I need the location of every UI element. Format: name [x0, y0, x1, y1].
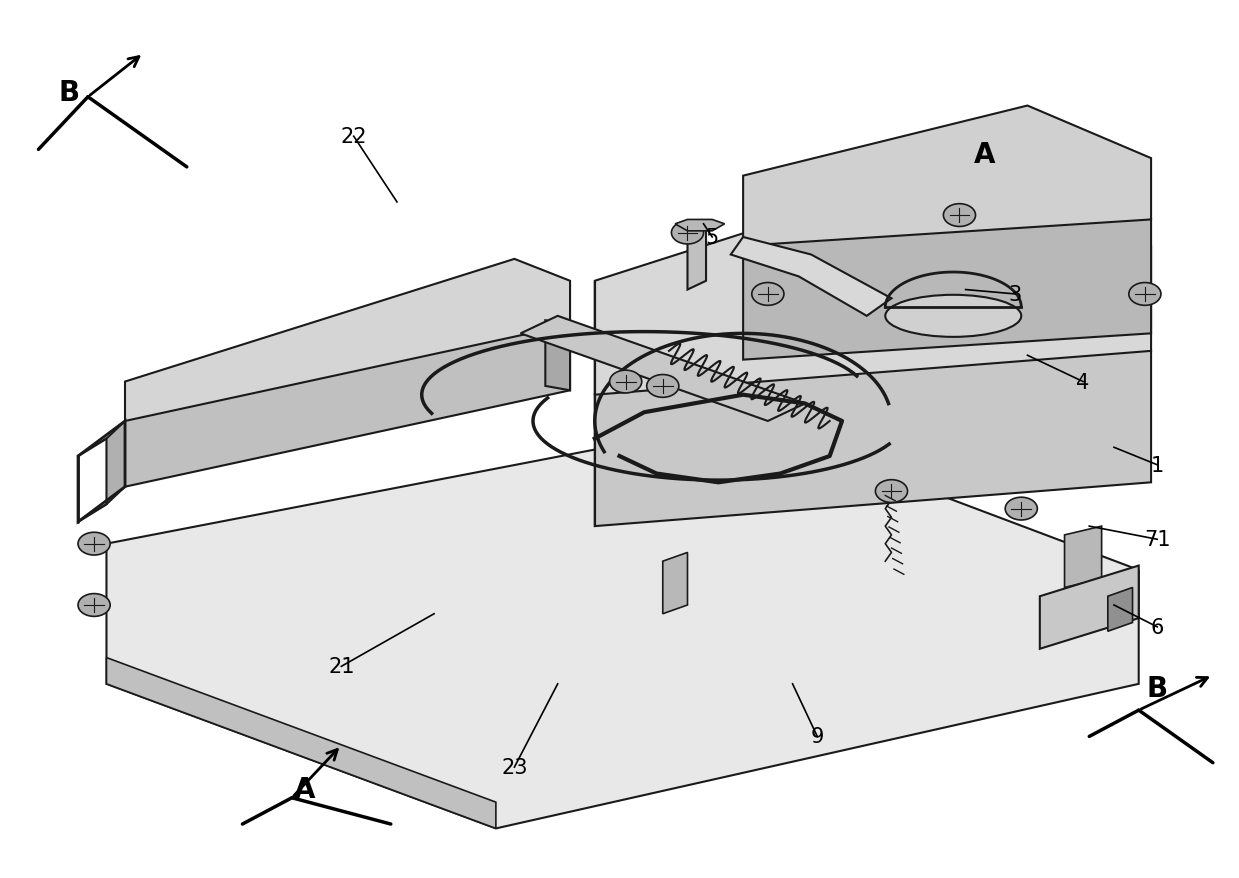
Polygon shape — [125, 260, 570, 439]
Circle shape — [647, 375, 679, 398]
Text: B: B — [1146, 674, 1168, 702]
Text: 3: 3 — [1009, 284, 1022, 305]
Polygon shape — [520, 316, 805, 421]
Polygon shape — [663, 553, 688, 614]
Polygon shape — [1064, 527, 1101, 587]
Polygon shape — [595, 159, 1151, 474]
Polygon shape — [1040, 566, 1139, 649]
Circle shape — [943, 205, 975, 227]
Text: 23: 23 — [501, 757, 528, 777]
Text: A: A — [294, 775, 315, 803]
Circle shape — [1129, 284, 1161, 306]
Text: 22: 22 — [341, 127, 367, 147]
Polygon shape — [743, 220, 1151, 360]
Text: 6: 6 — [1151, 617, 1163, 637]
Text: 5: 5 — [705, 227, 719, 248]
Polygon shape — [595, 351, 1151, 527]
Circle shape — [610, 371, 642, 393]
Text: A: A — [974, 140, 995, 169]
Polygon shape — [675, 220, 725, 232]
Polygon shape — [125, 325, 570, 487]
Circle shape — [672, 222, 704, 245]
Text: 9: 9 — [810, 727, 824, 746]
Text: 4: 4 — [1077, 372, 1090, 392]
Polygon shape — [107, 658, 496, 829]
Polygon shape — [688, 229, 706, 291]
Polygon shape — [1108, 587, 1132, 631]
Text: B: B — [58, 79, 81, 107]
Polygon shape — [107, 421, 125, 505]
Polygon shape — [107, 421, 1139, 829]
Polygon shape — [743, 106, 1151, 299]
Text: 21: 21 — [328, 657, 354, 677]
Circle shape — [876, 480, 907, 503]
Text: 1: 1 — [1151, 456, 1163, 475]
Circle shape — [752, 284, 784, 306]
Circle shape — [78, 533, 110, 556]
Circle shape — [78, 594, 110, 616]
Circle shape — [1005, 498, 1037, 521]
Text: 71: 71 — [1144, 529, 1171, 550]
Polygon shape — [731, 238, 892, 316]
Ellipse shape — [886, 296, 1021, 337]
Polygon shape — [545, 320, 570, 391]
